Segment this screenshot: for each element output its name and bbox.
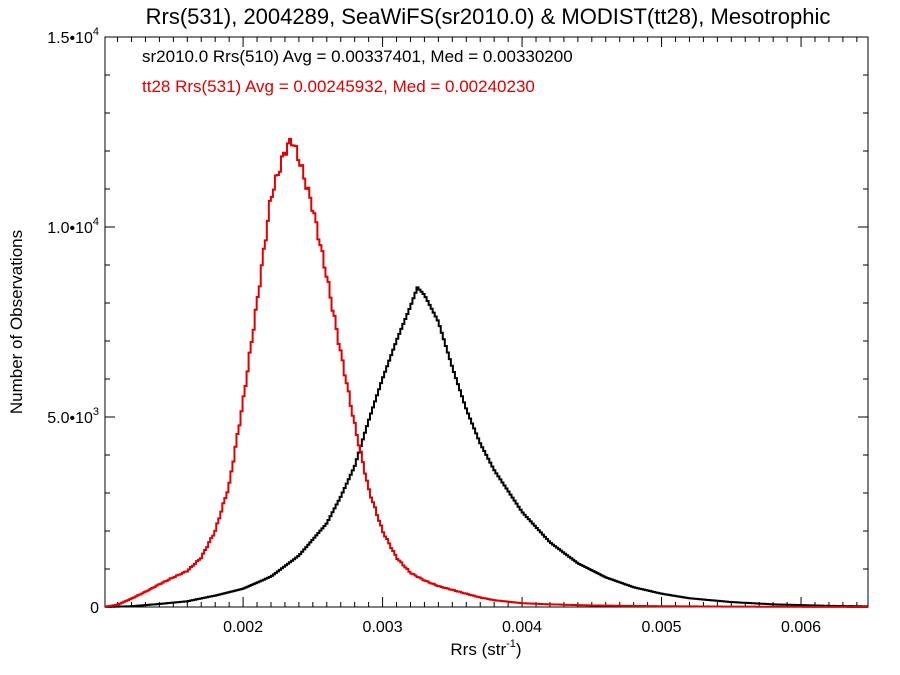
series-line-tt28 bbox=[105, 137, 868, 608]
x-axis-ticks: 0.002 0.003 0.004 0.005 0.006 bbox=[117, 37, 858, 636]
y-tick-label-exponent: 4 bbox=[93, 26, 99, 38]
x-axis-label-tail: ) bbox=[516, 640, 522, 659]
chart-title: Rrs(531), 2004289, SeaWiFS(sr2010.0) & M… bbox=[146, 4, 831, 29]
y-tick-label-mantissa: 0 bbox=[90, 600, 99, 617]
y-tick-label: 1.5•104 bbox=[47, 26, 99, 47]
x-axis-label-sup: -1 bbox=[506, 638, 516, 650]
legend-entry-sr2010: sr2010.0 Rrs(510) Avg = 0.00337401, Med … bbox=[142, 47, 573, 66]
y-tick-label-mantissa: 1.5•10 bbox=[47, 30, 93, 47]
x-tick-label: 0.006 bbox=[781, 619, 821, 636]
x-tick-label: 0.003 bbox=[363, 619, 403, 636]
plot-frame bbox=[104, 36, 869, 608]
x-axis-label: Rrs (str-1) bbox=[450, 638, 521, 659]
y-tick-label-mantissa: 5.0•10 bbox=[47, 410, 93, 427]
series-line-sr2010 bbox=[105, 286, 869, 608]
y-tick-label: 1.0•104 bbox=[47, 216, 99, 237]
x-tick-label: 0.004 bbox=[502, 619, 542, 636]
y-axis-label: Number of Observations bbox=[7, 230, 26, 414]
y-tick-label: 5.0•103 bbox=[47, 406, 99, 427]
x-axis-label-main: Rrs (str bbox=[450, 640, 506, 659]
y-tick-label: 0 bbox=[90, 600, 99, 617]
x-tick-label: 0.005 bbox=[642, 619, 682, 636]
y-tick-label-mantissa: 1.0•10 bbox=[47, 220, 93, 237]
legend-entry-tt28: tt28 Rrs(531) Avg = 0.00245932, Med = 0.… bbox=[142, 77, 535, 96]
x-tick-label: 0.002 bbox=[223, 619, 263, 636]
y-tick-label-exponent: 3 bbox=[93, 406, 99, 418]
y-tick-label-exponent: 4 bbox=[93, 216, 99, 228]
series-lines bbox=[105, 137, 869, 608]
